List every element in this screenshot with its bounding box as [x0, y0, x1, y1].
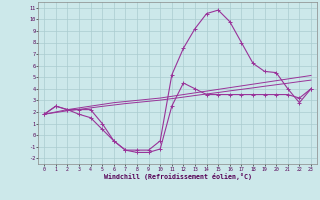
X-axis label: Windchill (Refroidissement éolien,°C): Windchill (Refroidissement éolien,°C): [104, 173, 252, 180]
